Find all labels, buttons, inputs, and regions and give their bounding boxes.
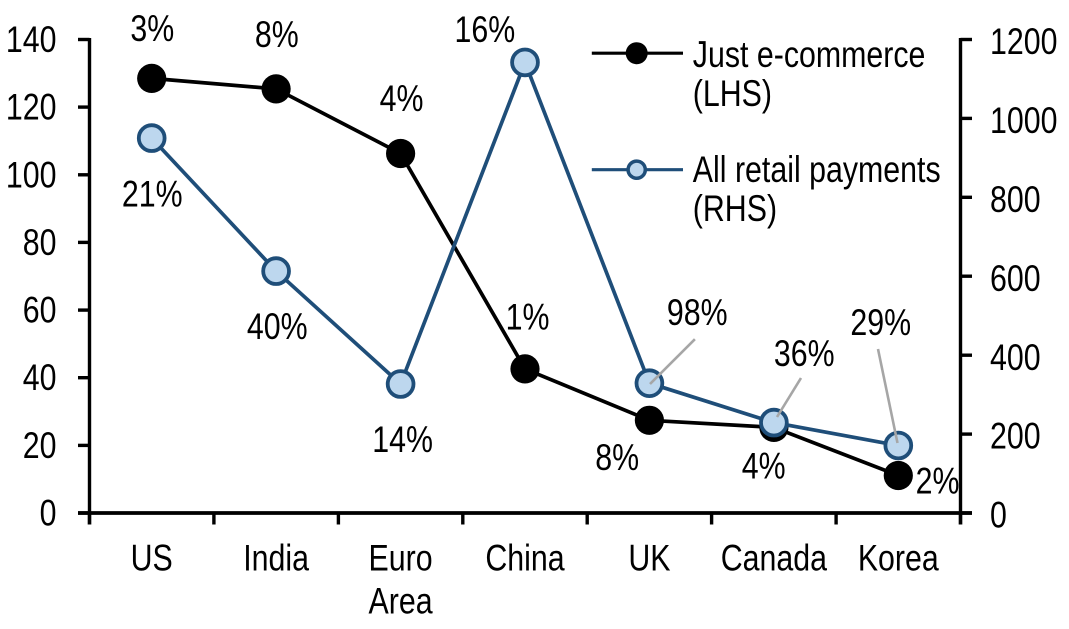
svg-text:2%: 2% bbox=[916, 460, 960, 502]
svg-text:UK: UK bbox=[628, 537, 671, 579]
svg-text:Canada: Canada bbox=[721, 537, 827, 579]
svg-text:140: 140 bbox=[6, 19, 57, 61]
svg-text:60: 60 bbox=[23, 290, 57, 332]
svg-text:16%: 16% bbox=[455, 9, 516, 51]
svg-text:20: 20 bbox=[23, 425, 57, 467]
svg-text:(RHS): (RHS) bbox=[693, 188, 777, 230]
svg-text:40: 40 bbox=[23, 357, 57, 399]
svg-text:1%: 1% bbox=[506, 296, 550, 338]
svg-text:14%: 14% bbox=[372, 419, 433, 461]
svg-text:200: 200 bbox=[990, 416, 1041, 458]
svg-text:98%: 98% bbox=[667, 292, 728, 334]
svg-text:29%: 29% bbox=[850, 302, 911, 344]
svg-text:4%: 4% bbox=[742, 446, 786, 488]
svg-text:Korea: Korea bbox=[858, 537, 939, 579]
svg-text:800: 800 bbox=[990, 179, 1041, 221]
svg-text:8%: 8% bbox=[595, 437, 639, 479]
svg-text:600: 600 bbox=[990, 258, 1041, 300]
svg-text:36%: 36% bbox=[774, 333, 835, 375]
svg-text:100: 100 bbox=[6, 154, 57, 196]
svg-text:0: 0 bbox=[990, 495, 1007, 537]
svg-text:1200: 1200 bbox=[990, 21, 1057, 63]
svg-text:4%: 4% bbox=[380, 78, 424, 120]
svg-text:India: India bbox=[243, 537, 309, 579]
svg-text:8%: 8% bbox=[255, 14, 299, 56]
svg-text:400: 400 bbox=[990, 337, 1041, 379]
svg-text:Euro: Euro bbox=[369, 537, 433, 579]
svg-text:Just e-commerce: Just e-commerce bbox=[693, 34, 926, 76]
svg-text:120: 120 bbox=[6, 87, 57, 129]
svg-text:80: 80 bbox=[23, 222, 57, 264]
svg-text:1000: 1000 bbox=[990, 100, 1057, 142]
svg-text:China: China bbox=[485, 537, 564, 579]
svg-text:US: US bbox=[131, 537, 173, 579]
svg-text:40%: 40% bbox=[247, 306, 308, 348]
svg-text:0: 0 bbox=[40, 493, 57, 535]
svg-text:3%: 3% bbox=[130, 8, 174, 50]
svg-text:(LHS): (LHS) bbox=[693, 73, 772, 115]
svg-text:All retail payments: All retail payments bbox=[693, 149, 941, 191]
svg-text:21%: 21% bbox=[122, 173, 183, 215]
svg-text:Area: Area bbox=[369, 580, 433, 622]
